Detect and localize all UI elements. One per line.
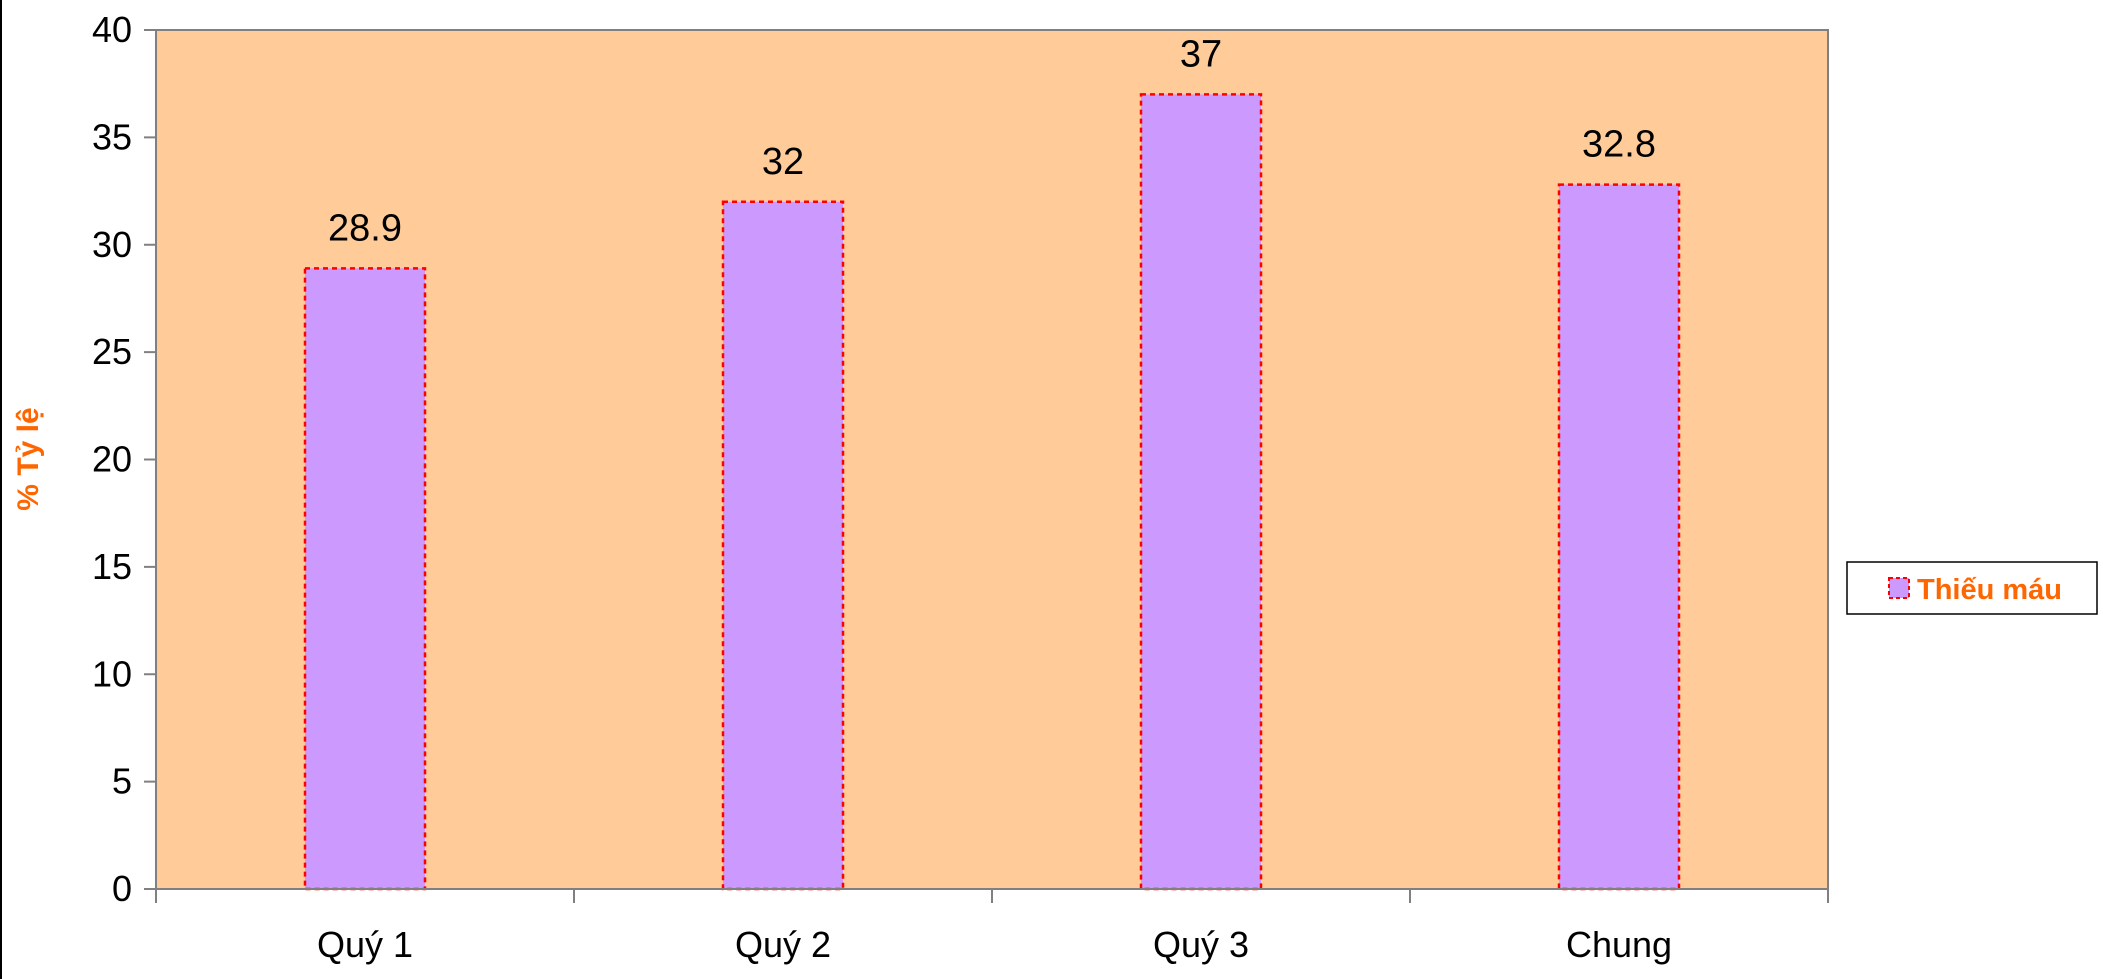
bar-1: [303, 267, 427, 891]
x-tick-label-1: Quý 1: [317, 924, 413, 965]
bar-2: [721, 200, 845, 891]
data-label-4: 32.8: [1582, 124, 1656, 166]
x-tick-label-2: Quý 2: [735, 924, 831, 965]
legend-swatch-thieu-mau: [1888, 577, 1910, 599]
data-label-3: 37: [1180, 33, 1222, 75]
legend-label-thieu-mau: Thiếu máu: [1917, 574, 2062, 606]
x-tick-label-4: Chung: [1566, 924, 1672, 965]
y-axis-title: % Tỷ lệ: [12, 407, 45, 510]
data-label-1: 28.9: [328, 207, 402, 249]
y-tick-label-0: 0: [112, 868, 132, 909]
y-tick-label-2: 10: [92, 653, 132, 694]
y-tick-label-7: 35: [92, 116, 132, 157]
legend: Thiếu máu: [1846, 561, 2098, 615]
bars-layer: 28.9 32 37 32.8: [303, 33, 1681, 891]
y-tick-label-3: 15: [92, 546, 132, 587]
y-tick-label-4: 20: [92, 439, 132, 480]
bar-3: [1139, 93, 1263, 891]
x-tick-label-3: Quý 3: [1153, 924, 1249, 965]
axes-layer: Quý 1 Quý 2 Quý 3 Chung 0 5 10 15 20 25 30 35 40: [92, 9, 1829, 965]
y-tick-label-5: 25: [92, 331, 132, 372]
bar-4: [1557, 183, 1681, 891]
y-tick-label-1: 5: [112, 761, 132, 802]
y-tick-label-6: 30: [92, 224, 132, 265]
data-label-2: 32: [762, 141, 804, 183]
y-tick-label-8: 40: [92, 9, 132, 50]
